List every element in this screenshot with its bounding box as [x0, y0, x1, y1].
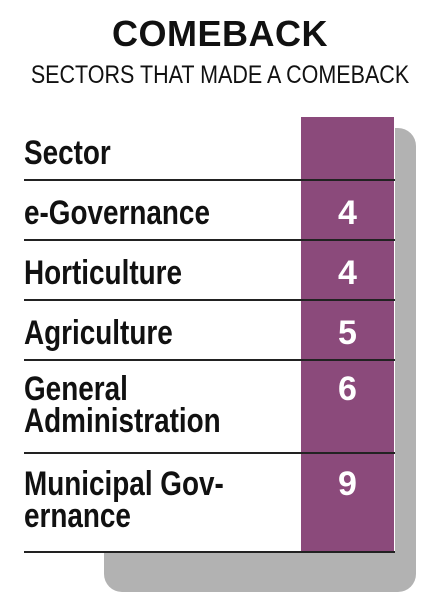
- chart-subtitle: SECTORS THAT MADE A COMEBACK: [30, 61, 410, 89]
- chart-title: COMEBACK: [112, 13, 328, 54]
- table-row: General Administration 6: [24, 361, 395, 454]
- sector-value: 9: [338, 465, 357, 503]
- table-panel: Sector e-Governance 4 Horticulture 4 Agricul…: [0, 117, 395, 553]
- sector-label: Municipal Gov- ernance: [24, 465, 224, 535]
- value-column-band: [301, 117, 394, 551]
- header-label: Sector: [24, 134, 111, 172]
- table-row: Horticulture 4: [24, 241, 395, 301]
- sector-value: 4: [338, 194, 357, 232]
- sector-value: 4: [338, 254, 357, 292]
- table-row: e-Governance 4: [24, 181, 395, 241]
- header-row: Sector: [24, 131, 395, 181]
- sector-label: e-Governance: [24, 194, 210, 232]
- sector-label: General Administration: [24, 370, 221, 440]
- sector-label: Horticulture: [24, 254, 183, 292]
- sector-label: Agriculture: [24, 314, 173, 352]
- sector-value: 6: [338, 370, 357, 408]
- sector-value: 5: [338, 314, 357, 352]
- table-row: Agriculture 5: [24, 301, 395, 361]
- table-row: Municipal Gov- ernance 9: [24, 454, 395, 553]
